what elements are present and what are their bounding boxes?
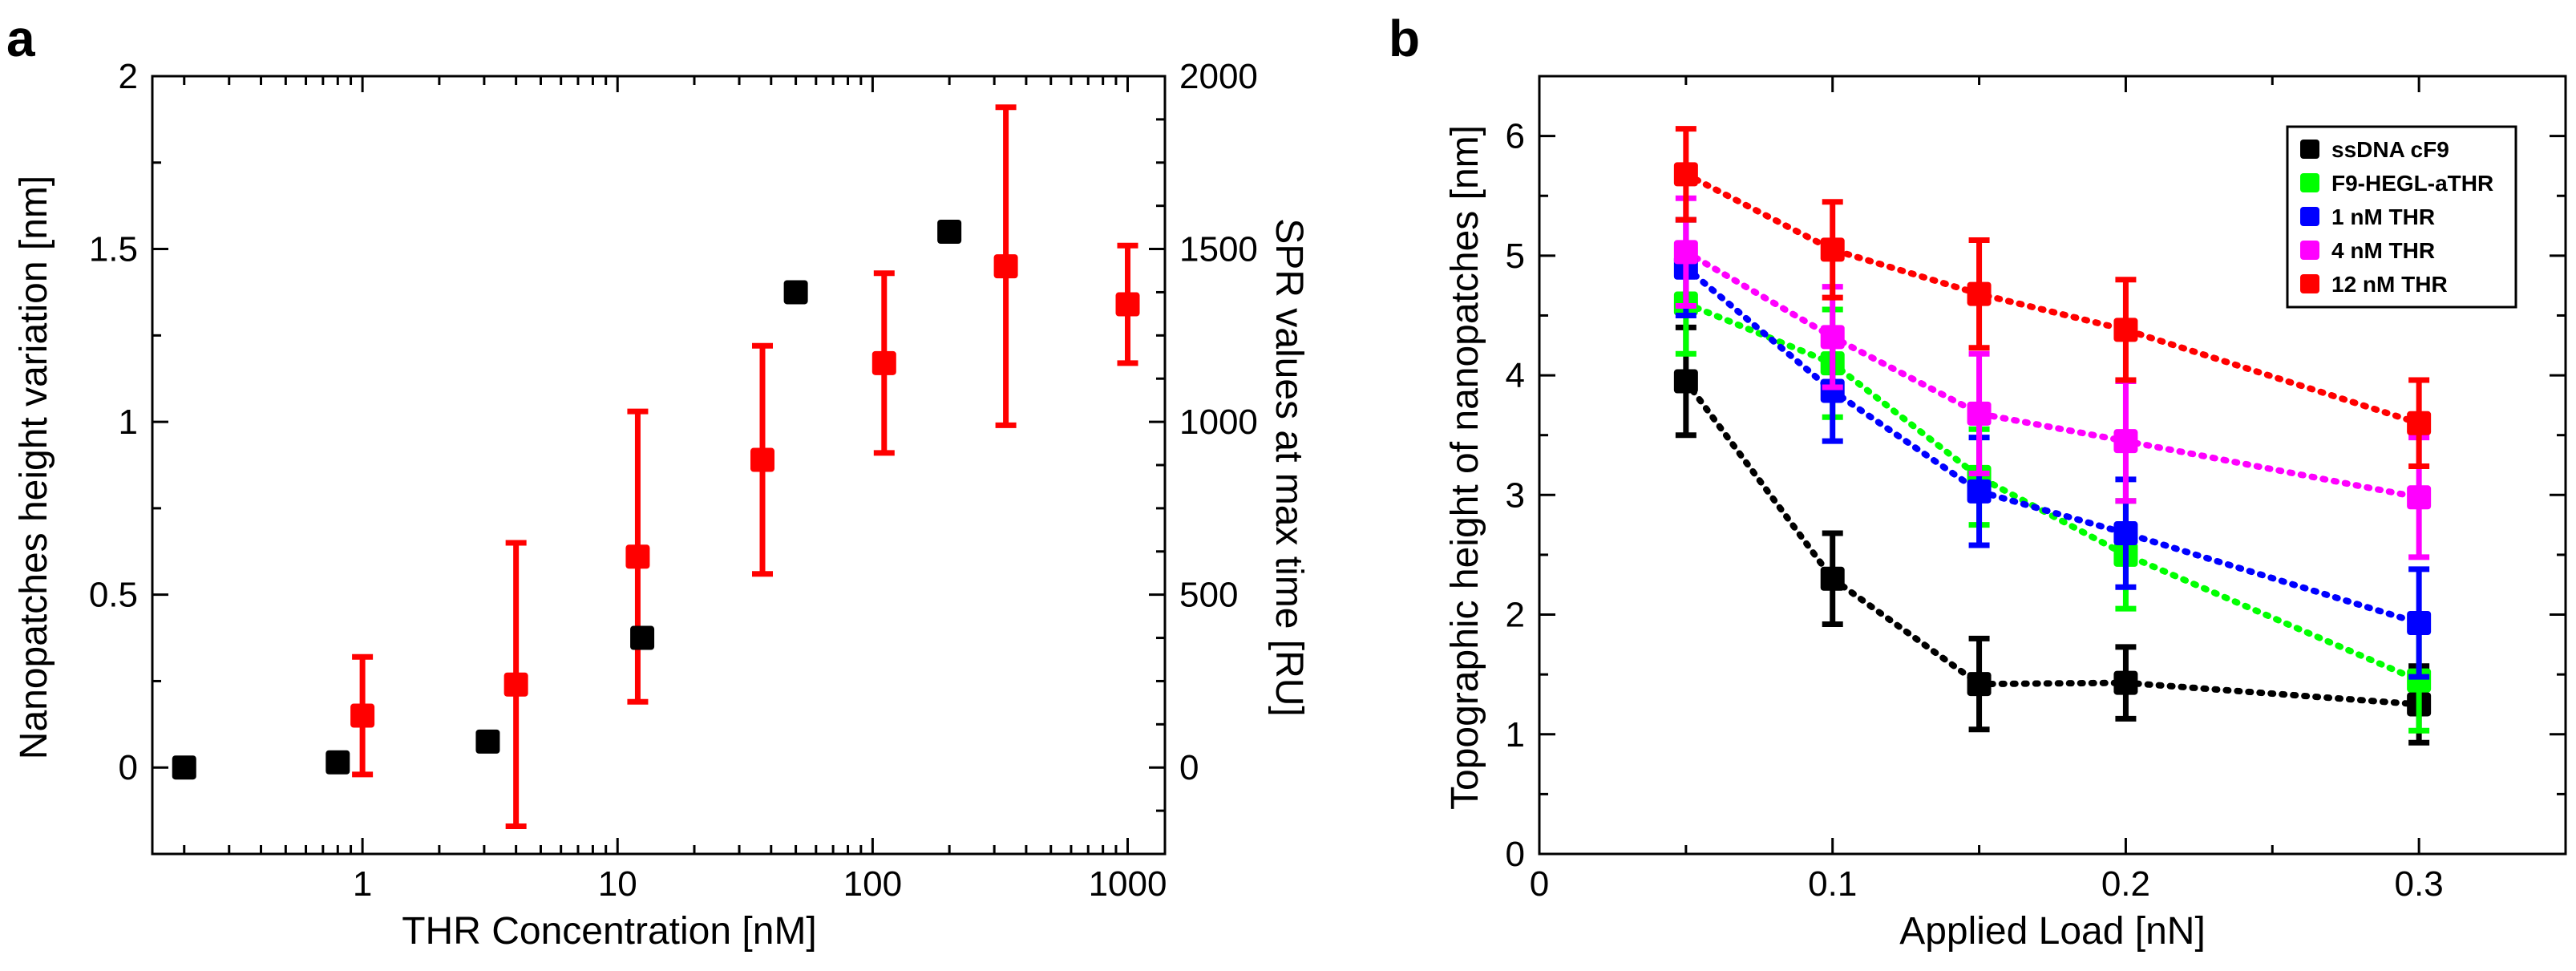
y-tick-label: 0 <box>1506 835 1525 874</box>
data-point <box>1967 479 1992 504</box>
y-right-tick-label: 1000 <box>1179 403 1258 442</box>
y-tick-label: 3 <box>1506 475 1525 515</box>
data-point <box>326 750 350 775</box>
data-point <box>630 625 655 650</box>
y-left-tick-label: 0.5 <box>89 576 138 615</box>
data-point <box>350 703 375 728</box>
data-point <box>871 350 896 375</box>
data-point <box>503 672 528 697</box>
panel-a-label: a <box>6 10 35 67</box>
legend-box <box>2286 125 2517 309</box>
legend-label: 4 nM THR <box>2331 238 2435 263</box>
series-line <box>1682 378 2423 708</box>
panel-b-data-marks <box>1673 126 2432 746</box>
y-right-tick-label: 1500 <box>1179 230 1258 269</box>
data-point <box>2407 411 2432 435</box>
y-right-tick-label: 0 <box>1179 748 1199 787</box>
x-tick-label: 0.2 <box>2101 864 2150 904</box>
data-point <box>1820 325 1845 350</box>
x-tick-label: 0.3 <box>2395 864 2444 904</box>
y-left-tick-label: 1.5 <box>89 230 138 269</box>
y-right-tick-label: 500 <box>1179 576 1238 615</box>
panel-a-left-y-axis-title: Nanopatches height variation [nm] <box>13 176 55 759</box>
legend-label: ssDNA cF9 <box>2331 137 2449 162</box>
y-left-tick-label: 0 <box>119 748 138 787</box>
legend-swatch <box>2300 173 2319 192</box>
data-point <box>172 755 196 780</box>
panel-a-ticks <box>152 75 1165 856</box>
data-point <box>1967 401 1992 426</box>
panel-b: b 0 0.1 0.2 0.3 0 1 2 3 4 5 6 Applied Load [nN] T… <box>1389 10 2567 953</box>
panel-a-right-y-axis-title: SPR values at max time [RU] <box>1268 218 1310 717</box>
series-line <box>1682 264 2423 626</box>
x-tick-label: 10 <box>598 864 637 904</box>
x-tick-label: 0 <box>1530 864 1549 904</box>
panel-b-label: b <box>1389 10 1420 67</box>
data-point <box>475 729 500 754</box>
panel-b-legend: ssDNA cF9 F9-HEGL-aTHR 1 nM THR 4 nM THR 12 … <box>2286 125 2517 309</box>
data-point <box>2113 521 2138 546</box>
y-right-tick-label: 2000 <box>1179 57 1258 96</box>
data-point <box>783 280 808 305</box>
y-tick-label: 5 <box>1506 237 1525 276</box>
y-left-tick-label: 1 <box>119 403 138 442</box>
y-tick-label: 4 <box>1506 356 1525 395</box>
data-point <box>1115 292 1140 317</box>
panel-a-x-axis-title: THR Concentration [nM] <box>402 910 817 953</box>
panel-a-data-marks <box>172 104 1140 830</box>
legend-label: F9-HEGL-aTHR <box>2331 171 2493 196</box>
data-point <box>2407 485 2432 510</box>
data-point <box>1673 369 1698 394</box>
data-point <box>1673 162 1698 187</box>
x-tick-label: 1 <box>353 864 372 904</box>
data-point <box>2407 610 2432 635</box>
panel-b-x-tick-labels: 0 0.1 0.2 0.3 <box>1530 864 2444 904</box>
legend-swatch <box>2300 274 2319 293</box>
panel-b-y-tick-labels: 0 1 2 3 4 5 6 <box>1506 117 1525 874</box>
panel-b-y-axis-title: Topographic height of nanopatches [nm] <box>1444 125 1486 810</box>
legend-swatch <box>2300 140 2319 159</box>
y-tick-label: 6 <box>1506 117 1525 156</box>
y-tick-label: 2 <box>1506 596 1525 635</box>
x-tick-label: 100 <box>843 864 902 904</box>
data-point <box>1967 281 1992 306</box>
data-point <box>2113 318 2138 342</box>
panel-a-plot-frame <box>151 75 1167 856</box>
data-point <box>993 254 1018 279</box>
panel-a: a 1 10 100 1000 00.511.52 0500100015002000 … <box>6 10 1310 953</box>
y-left-tick-label: 2 <box>119 57 138 96</box>
panel-b-plot-frame <box>1538 75 2567 856</box>
data-point <box>2113 429 2138 454</box>
panel-b-x-axis-title: Applied Load [nN] <box>1899 910 2206 953</box>
data-point <box>1820 566 1845 591</box>
data-point <box>1673 240 1698 265</box>
series-line <box>1682 300 2423 684</box>
legend-label: 12 nM THR <box>2331 272 2448 297</box>
legend-swatch <box>2300 207 2319 226</box>
data-point <box>937 220 962 244</box>
data-point <box>1967 672 1992 697</box>
y-tick-label: 1 <box>1506 715 1525 755</box>
legend-label: 1 nM THR <box>2331 204 2435 229</box>
legend-swatch <box>2300 241 2319 260</box>
data-point <box>625 544 650 569</box>
x-tick-label: 0.1 <box>1808 864 1857 904</box>
data-point <box>750 447 775 472</box>
x-tick-label: 1000 <box>1089 864 1167 904</box>
panel-a-right-y-tick-labels: 0 500 1000 1500 2000 <box>1179 57 1258 787</box>
data-point <box>2113 670 2138 695</box>
data-point <box>1820 237 1845 262</box>
panel-a-x-tick-labels: 1 10 100 1000 <box>353 864 1167 904</box>
panel-a-left-y-tick-labels: 0 0.5 1 1.5 2 <box>89 57 138 787</box>
